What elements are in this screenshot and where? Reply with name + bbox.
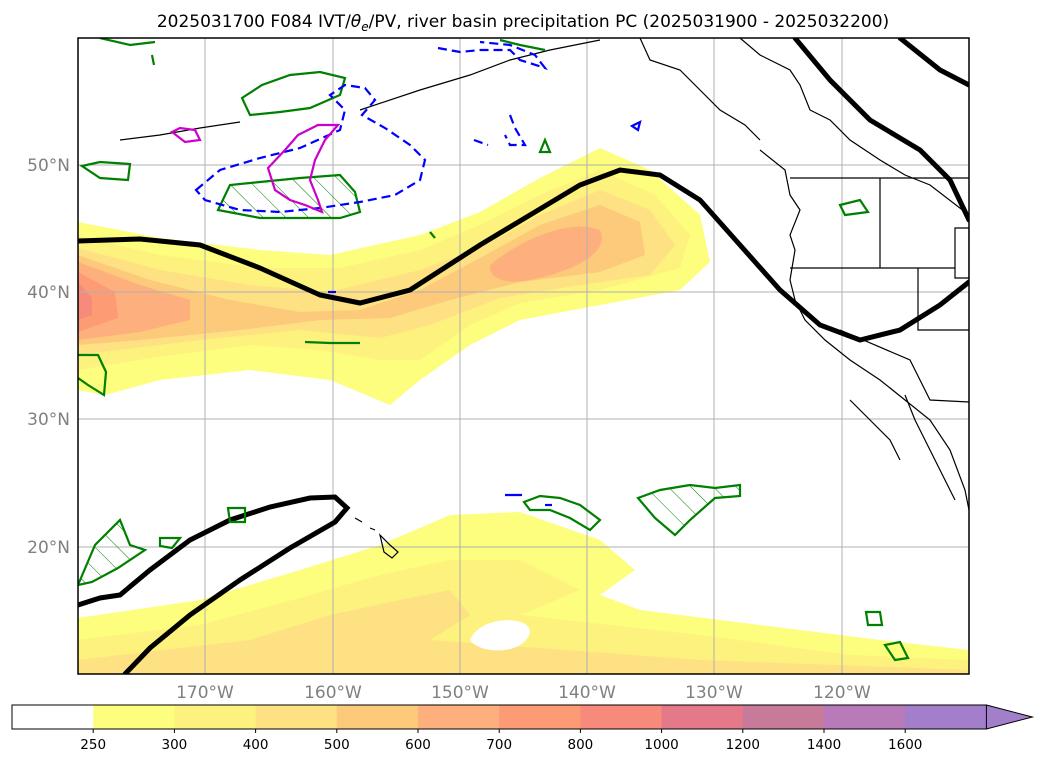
pv-negative-dots [328, 119, 642, 507]
colorbar-tick-label: 400 [243, 737, 269, 753]
colorbar-segment [418, 705, 500, 729]
colorbar-segment [93, 705, 175, 729]
colorbar-tick-label: 250 [80, 737, 106, 753]
coastlines [119, 38, 969, 559]
map-area [78, 38, 969, 674]
lon-label: 140°W [558, 683, 616, 703]
lon-label: 150°W [431, 683, 489, 703]
colorbar-tick-label: 300 [162, 737, 188, 753]
colorbar-tick-label: 700 [486, 737, 512, 753]
pv-high-contours [169, 123, 341, 214]
colorbar-segment [336, 705, 419, 729]
lat-label: 20°N [27, 538, 70, 558]
lon-labels: 170°W 160°W 150°W 140°W 130°W 120°W [176, 683, 871, 703]
colorbar-tick-label: 1000 [644, 737, 678, 753]
pv-positive-contours [78, 38, 910, 662]
colorbar-tick-label: 500 [324, 737, 350, 753]
lat-label: 30°N [27, 410, 70, 430]
colorbar-segment [255, 705, 338, 729]
colorbar-extend-arrow [985, 704, 1035, 730]
lon-label: 130°W [685, 683, 743, 703]
colorbar-segment [824, 705, 906, 729]
colorbar-tick-label: 1200 [726, 737, 760, 753]
colorbar-segment [742, 705, 825, 729]
ivt-shading-south [78, 512, 969, 674]
colorbar-tick-label: 600 [405, 737, 431, 753]
lon-label: 120°W [813, 683, 871, 703]
lon-label: 170°W [176, 683, 234, 703]
colorbar-tick-label: 1400 [807, 737, 841, 753]
lat-label: 40°N [27, 283, 70, 303]
ivt-shading-ar [78, 148, 710, 405]
chart-title: 2025031700 F084 IVT/θe/PV, river basin p… [157, 12, 889, 34]
theta-e-contours [78, 38, 969, 674]
pv-negative-contours [194, 40, 549, 214]
colorbar-tick-label: 1600 [888, 737, 922, 753]
colorbar-segment [12, 705, 94, 729]
colorbar-segment [499, 705, 581, 729]
colorbar-segment [580, 705, 663, 729]
lon-label: 160°W [304, 683, 362, 703]
colorbar-segment [661, 705, 744, 729]
lat-labels: 50°N 40°N 30°N 20°N [27, 156, 70, 558]
lat-label: 50°N [27, 156, 70, 176]
map-frame [77, 37, 970, 675]
ivt-colorbar: 250 300 400 500 600 700 800 1000 1200 1400 1600 [11, 704, 1035, 753]
grid-lines [78, 38, 969, 674]
colorbar-tick-label: 800 [568, 737, 594, 753]
colorbar-segment [905, 705, 987, 729]
colorbar-segment [174, 705, 257, 729]
